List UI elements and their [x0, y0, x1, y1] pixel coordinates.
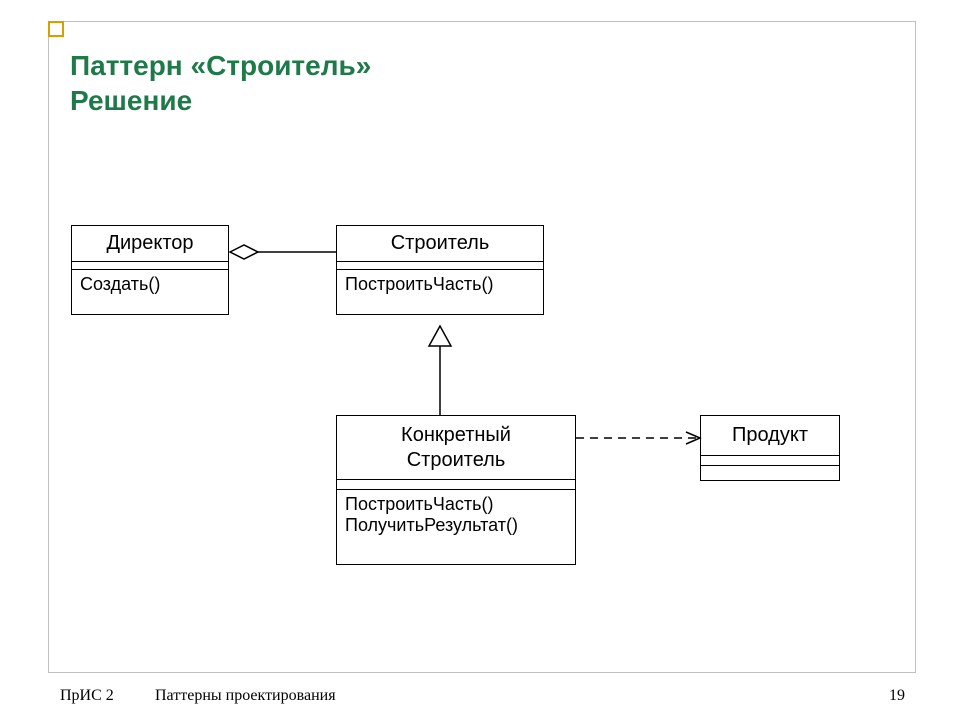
slide-title: Паттерн «Строитель» Решение: [70, 48, 371, 118]
class-name: Продукт: [701, 416, 839, 456]
uml-class-director: Директор Создать(): [71, 225, 229, 315]
class-operations: Создать(): [72, 270, 228, 316]
uml-class-builder: Строитель ПостроитьЧасть(): [336, 225, 544, 315]
uml-class-concrete-builder: КонкретныйСтроитель ПостроитьЧасть() Пол…: [336, 415, 576, 565]
footer-left-label: ПрИС 2: [60, 687, 114, 705]
class-attributes: [337, 480, 575, 490]
title-line-1: Паттерн «Строитель»: [70, 48, 371, 83]
operation: Создать(): [80, 274, 160, 295]
operation: ПолучитьРезультат(): [345, 515, 518, 536]
class-operations: ПостроитьЧасть() ПолучитьРезультат(): [337, 490, 575, 566]
footer-center-label: Паттерны проектирования: [155, 687, 336, 705]
class-name: Строитель: [337, 226, 543, 262]
class-attributes: [337, 262, 543, 270]
class-operations: ПостроитьЧасть(): [337, 270, 543, 316]
operation: ПостроитьЧасть(): [345, 274, 494, 295]
class-name: КонкретныйСтроитель: [337, 416, 575, 480]
title-line-2: Решение: [70, 83, 371, 118]
class-attributes: [72, 262, 228, 270]
class-name: Директор: [72, 226, 228, 262]
footer-page-number: 19: [889, 687, 905, 705]
operation: ПостроитьЧасть(): [345, 494, 494, 515]
uml-class-product: Продукт: [700, 415, 840, 481]
slide-frame: [48, 21, 916, 673]
slide-accent-corner: [48, 21, 64, 37]
class-operations: [701, 466, 839, 482]
class-attributes: [701, 456, 839, 466]
